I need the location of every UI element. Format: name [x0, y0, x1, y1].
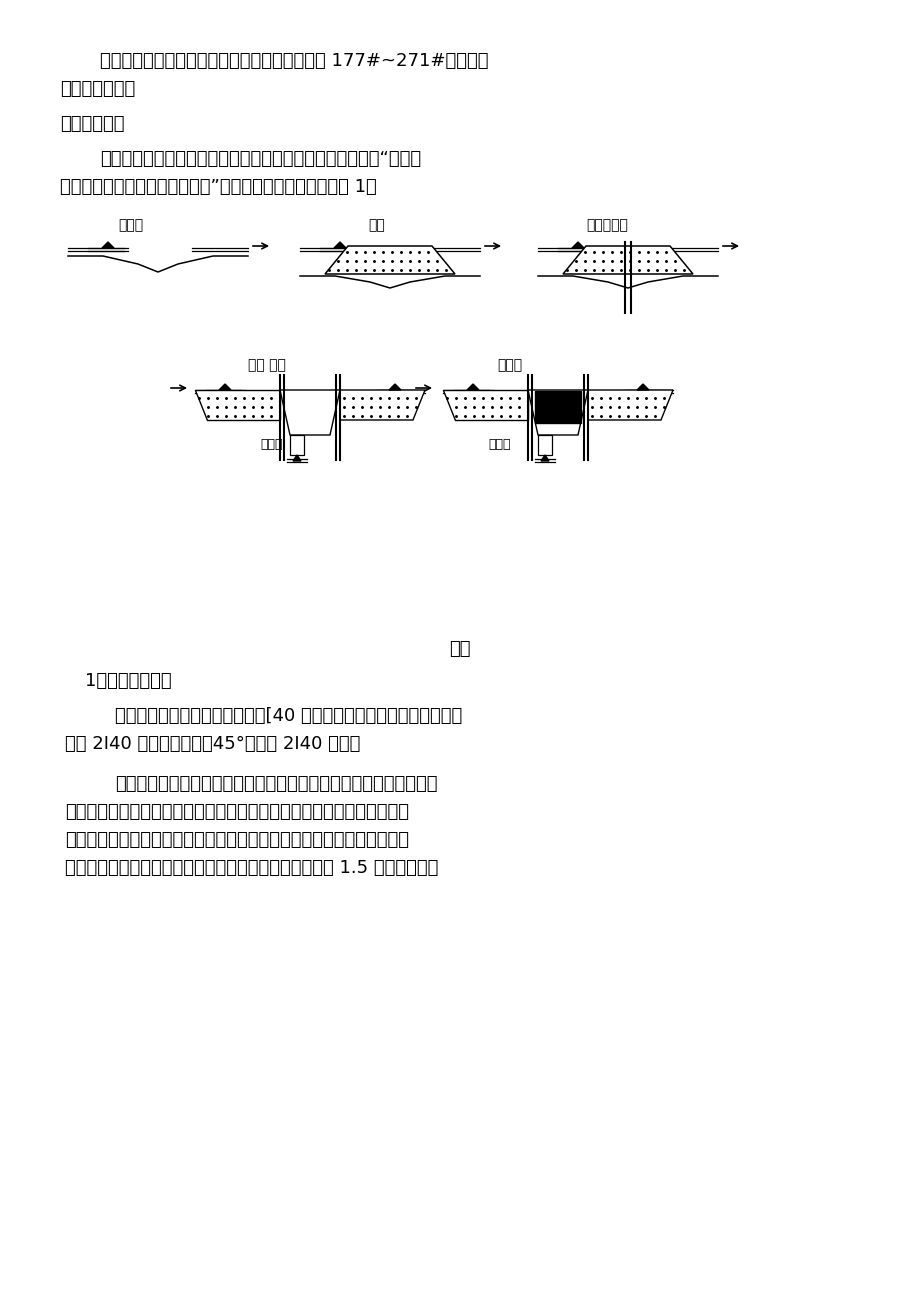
Bar — [289, 435, 303, 454]
Text: 岛的大小应满足承台开挖、基坑防护、基坑降水、施工机械操作等方面的: 岛的大小应满足承台开挖、基坑防护、基坑降水、施工机械操作等方面的 — [65, 803, 409, 822]
Text: 施工前: 施工前 — [118, 217, 143, 232]
Polygon shape — [443, 391, 528, 421]
Polygon shape — [279, 391, 340, 435]
Text: 1、支护材料选择: 1、支护材料选择 — [85, 672, 172, 690]
Polygon shape — [389, 384, 401, 391]
Polygon shape — [572, 242, 584, 247]
Text: 五、施工方案: 五、施工方案 — [60, 115, 124, 133]
Polygon shape — [340, 391, 425, 421]
Text: 打钉板桩护: 打钉板桩护 — [585, 217, 627, 232]
Bar — [535, 391, 581, 423]
Text: 开挟 降水: 开挟 降水 — [248, 358, 286, 372]
Polygon shape — [467, 384, 479, 391]
Text: 填筑: 填筑 — [368, 217, 384, 232]
Polygon shape — [636, 384, 648, 391]
Polygon shape — [102, 242, 114, 247]
Text: 并测出拟开挖深度。在承台设计尺寸的基础上每边各加宽 1.5 米作为拟开挖: 并测出拟开挖深度。在承台设计尺寸的基础上每边各加宽 1.5 米作为拟开挖 — [65, 859, 437, 878]
Polygon shape — [334, 242, 346, 247]
Polygon shape — [540, 454, 549, 461]
Text: 承台基坑施工。: 承台基坑施工。 — [60, 79, 135, 98]
Text: 采用 2I40 工字钉，斜撑（45°）采用 2I40 工字钉: 采用 2I40 工字钉，斜撑（45°）采用 2I40 工字钉 — [65, 736, 360, 753]
Text: 要求，人工筑岛完成以后，在测量专业人员用白灰放出承台基坑轮廓线，: 要求，人工筑岛完成以后，在测量专业人员用白灰放出承台基坑轮廓线， — [65, 831, 409, 849]
Text: 某某高速鐵路六标四工区一作业区所辖某某西桥 177#~271#增段水中: 某某高速鐵路六标四工区一作业区所辖某某西桥 177#~271#增段水中 — [100, 52, 488, 70]
Polygon shape — [587, 391, 673, 421]
Polygon shape — [562, 246, 692, 273]
Text: 集水井: 集水井 — [260, 437, 282, 450]
Text: 集水井: 集水井 — [487, 437, 510, 450]
Polygon shape — [324, 246, 455, 273]
Text: 业平台，插打钉板桩，基坑开挖”施工方案。其工艺流程见图 1：: 业平台，插打钉板桩，基坑开挖”施工方案。其工艺流程见图 1： — [60, 178, 377, 197]
Bar — [538, 435, 551, 454]
Polygon shape — [219, 384, 231, 391]
Polygon shape — [528, 391, 587, 435]
Text: 支护材料选择强度、刚度较高的[40 槽钉作为钉板桩的支护材料，边梁: 支护材料选择强度、刚度较高的[40 槽钉作为钉板桩的支护材料，边梁 — [115, 707, 461, 725]
Polygon shape — [195, 391, 279, 421]
Polygon shape — [292, 454, 301, 461]
Text: 因本作业区段内河流、蟹塘的水深和流速均比较小，故采取“填筑作: 因本作业区段内河流、蟹塘的水深和流速均比较小，故采取“填筑作 — [100, 150, 421, 168]
Text: 图一: 图一 — [448, 641, 471, 658]
Text: 用草袋或编织袋装土或沙先堆筑围堰，然后再往围堰中填土筑岛。筑: 用草袋或编织袋装土或沙先堆筑围堰，然后再往围堰中填土筑岛。筑 — [115, 775, 437, 793]
Text: 承施工: 承施工 — [496, 358, 522, 372]
